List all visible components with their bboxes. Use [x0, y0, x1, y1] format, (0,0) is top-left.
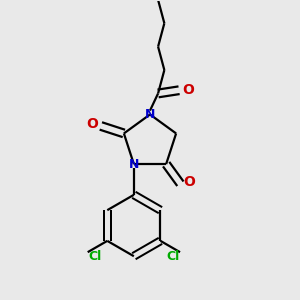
Text: Cl: Cl — [166, 250, 179, 262]
Text: N: N — [129, 158, 139, 171]
Text: O: O — [86, 117, 98, 131]
Text: O: O — [182, 83, 194, 97]
Text: O: O — [184, 175, 195, 189]
Text: N: N — [145, 108, 155, 121]
Text: Cl: Cl — [88, 250, 101, 262]
